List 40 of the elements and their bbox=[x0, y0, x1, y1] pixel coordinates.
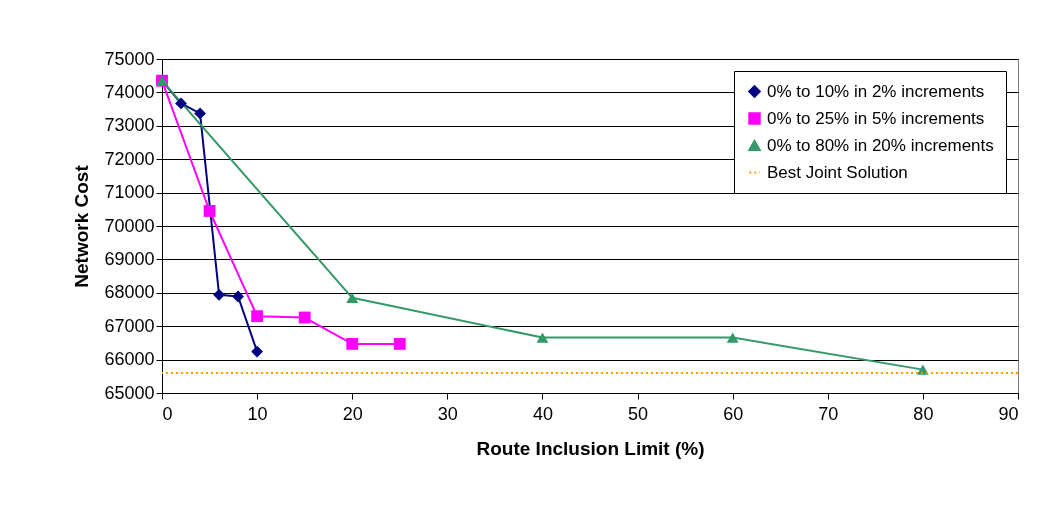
point bbox=[251, 310, 264, 323]
x-tick-label: 70 bbox=[818, 403, 839, 424]
y-tick-label: 74000 bbox=[104, 81, 155, 102]
point bbox=[346, 337, 359, 350]
point bbox=[175, 97, 187, 110]
point bbox=[346, 292, 359, 303]
y-tick-label: 71000 bbox=[104, 182, 155, 203]
point bbox=[726, 332, 739, 343]
y-tick-label: 69000 bbox=[104, 248, 155, 269]
y-tick-label: 70000 bbox=[104, 215, 155, 236]
x-tick-label: 40 bbox=[532, 403, 553, 424]
x-tick-label: 0 bbox=[162, 403, 173, 424]
legend-label: Best Joint Solution bbox=[767, 162, 908, 182]
x-axis-title: Route Inclusion Limit (%) bbox=[476, 437, 705, 459]
x-tick-label: 60 bbox=[723, 403, 744, 424]
y-tick-label: 75000 bbox=[104, 48, 155, 69]
point bbox=[203, 205, 216, 217]
x-tick-label: 90 bbox=[998, 403, 1019, 424]
x-tick-label: 50 bbox=[628, 403, 649, 424]
legend-label: 0% to 80% in 20% increments bbox=[767, 135, 994, 155]
y-tick-label: 67000 bbox=[104, 315, 155, 336]
y-axis-title: Network Cost bbox=[71, 164, 93, 288]
point bbox=[213, 288, 225, 301]
x-tick-label: 30 bbox=[437, 403, 458, 424]
y-tick-label: 73000 bbox=[104, 115, 155, 136]
point bbox=[194, 107, 206, 120]
point bbox=[251, 345, 264, 358]
y-tick-label: 72000 bbox=[104, 148, 155, 169]
point bbox=[393, 337, 406, 350]
x-tick-label: 20 bbox=[342, 403, 363, 424]
point bbox=[232, 290, 244, 303]
y-tick-label: 65000 bbox=[104, 382, 155, 403]
y-tick-label: 68000 bbox=[104, 282, 155, 303]
legend-label: 0% to 10% in 2% increments bbox=[767, 81, 985, 101]
point bbox=[298, 311, 311, 324]
point bbox=[536, 332, 549, 343]
y-tick-label: 66000 bbox=[104, 349, 155, 370]
x-tick-label: 80 bbox=[913, 403, 934, 424]
legend-label: 0% to 25% in 5% increments bbox=[767, 108, 985, 128]
x-tick-label: 10 bbox=[247, 403, 268, 424]
